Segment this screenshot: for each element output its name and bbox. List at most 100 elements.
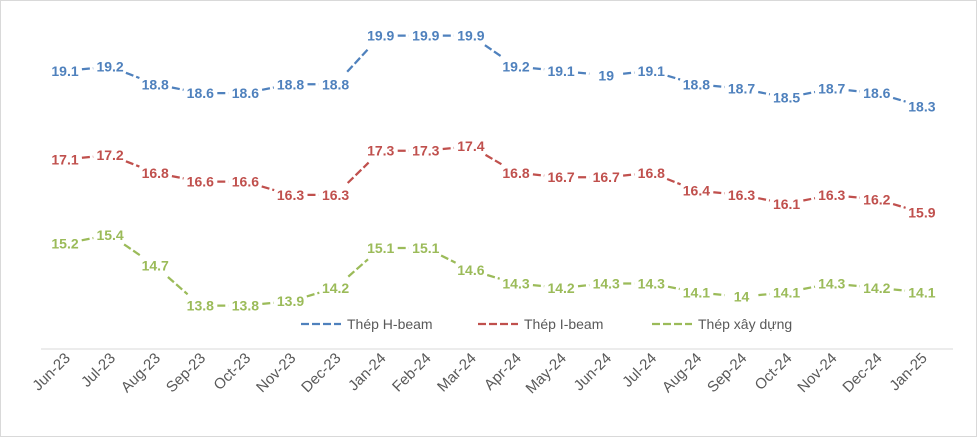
data-label: 15.1 — [412, 240, 439, 256]
data-label: 16.3 — [277, 187, 304, 203]
line-segment — [757, 90, 771, 96]
data-label: 13.8 — [232, 298, 259, 314]
line-segment — [171, 174, 184, 180]
data-label: 15.1 — [367, 240, 394, 256]
data-label: 16.8 — [638, 165, 665, 181]
series-line-1 — [81, 34, 906, 103]
line-segment — [893, 288, 906, 292]
data-labels: 19.1 19.2 18.8 18.6 18.6 18.8 18.8 19.9 19.9 19.9… — [51, 28, 935, 314]
x-tick-label: Jan-24 — [345, 350, 389, 394]
x-tick-label: Jul-24 — [619, 350, 660, 391]
line-segment — [171, 86, 184, 91]
legend-label: Thép xây dựng — [698, 316, 792, 332]
line-segment — [261, 185, 275, 192]
x-tick-label: Jan-25 — [886, 350, 930, 394]
legend: Thép H-beam Thép I-beam Thép xây dựng — [301, 316, 792, 332]
legend-item: Thép H-beam — [301, 316, 433, 332]
data-label: 14.6 — [457, 262, 484, 278]
data-label: 19.1 — [638, 63, 665, 79]
line-segment — [442, 146, 455, 151]
data-label: 18.8 — [142, 76, 169, 92]
data-label: 18.6 — [187, 85, 214, 101]
series-lines — [81, 34, 906, 307]
line-segment — [81, 236, 94, 242]
data-label: 18.8 — [277, 76, 304, 92]
data-label: 14.3 — [638, 276, 665, 292]
series-line-2 — [81, 146, 906, 209]
data-label: 16.6 — [187, 174, 214, 190]
data-label: 19.2 — [96, 59, 123, 75]
x-tick-label: Oct-23 — [210, 350, 254, 394]
line-segment — [803, 285, 816, 291]
line-segment — [261, 86, 275, 91]
data-label: 14.3 — [502, 276, 529, 292]
data-label: 18.8 — [322, 76, 349, 92]
line-segment — [484, 44, 503, 58]
data-label: 19.2 — [502, 59, 529, 75]
line-segment — [666, 177, 682, 186]
line-segment — [532, 67, 545, 71]
data-label: 18.3 — [908, 98, 935, 114]
data-label: 18.6 — [232, 85, 259, 101]
data-label: 19.9 — [367, 28, 394, 44]
data-label: 14.2 — [322, 280, 349, 296]
legend-item: Thép I-beam — [478, 316, 603, 332]
data-label: 16.6 — [232, 174, 259, 190]
data-label: 16.8 — [142, 165, 169, 181]
data-label: 14.1 — [773, 284, 800, 300]
line-segment — [532, 173, 545, 177]
x-tick-label: Dec-24 — [839, 350, 885, 396]
x-tick-label: Aug-23 — [118, 350, 164, 396]
x-tick-label: Nov-24 — [794, 350, 840, 396]
x-tick-label: Dec-23 — [298, 350, 344, 396]
data-label: 14.2 — [547, 280, 574, 296]
line-segment — [848, 195, 861, 199]
data-label: 18.8 — [683, 76, 710, 92]
line-segment — [892, 203, 906, 209]
line-segment — [713, 292, 725, 297]
x-tick-label: Jun-23 — [29, 350, 73, 394]
line-segment — [622, 173, 635, 177]
line-segment — [667, 285, 680, 291]
data-label: 14.3 — [818, 276, 845, 292]
data-label: 18.7 — [818, 81, 845, 97]
data-label: 16.4 — [683, 183, 710, 199]
data-label: 16.7 — [547, 169, 574, 185]
data-label: 14.7 — [142, 258, 169, 274]
line-segment — [123, 243, 142, 258]
data-label: 16.8 — [502, 165, 529, 181]
line-segment — [577, 71, 590, 75]
data-label: 17.2 — [96, 147, 123, 163]
x-tick-label: Feb-24 — [389, 350, 435, 396]
data-label: 14.3 — [593, 276, 620, 292]
x-tick-label: Aug-24 — [659, 350, 705, 396]
line-segment — [81, 67, 94, 71]
data-label: 16.7 — [593, 169, 620, 185]
x-tick-label: Sep-24 — [704, 350, 750, 396]
line-segment — [848, 283, 861, 288]
line-segment — [532, 283, 545, 288]
x-tick-label: Jul-23 — [78, 350, 119, 391]
line-segment — [346, 47, 370, 73]
legend-label: Thép H-beam — [347, 316, 433, 332]
x-tick-label: Oct-24 — [752, 350, 796, 394]
line-segment — [713, 191, 725, 195]
data-label: 18.6 — [863, 85, 890, 101]
line-segment — [622, 71, 635, 75]
data-label: 16.2 — [863, 191, 890, 207]
x-tick-label: Sep-23 — [163, 350, 209, 396]
line-segment — [125, 160, 140, 168]
data-label: 17.4 — [457, 138, 484, 154]
line-segment — [803, 197, 816, 202]
x-tick-label: Nov-23 — [253, 350, 299, 396]
line-segment — [758, 292, 770, 297]
data-label: 16.1 — [773, 196, 800, 212]
data-label: 19.1 — [51, 63, 78, 79]
line-segment — [346, 161, 370, 184]
data-label: 14 — [734, 289, 750, 305]
x-tick-label: May-24 — [523, 350, 570, 397]
data-label: 19.9 — [412, 28, 439, 44]
